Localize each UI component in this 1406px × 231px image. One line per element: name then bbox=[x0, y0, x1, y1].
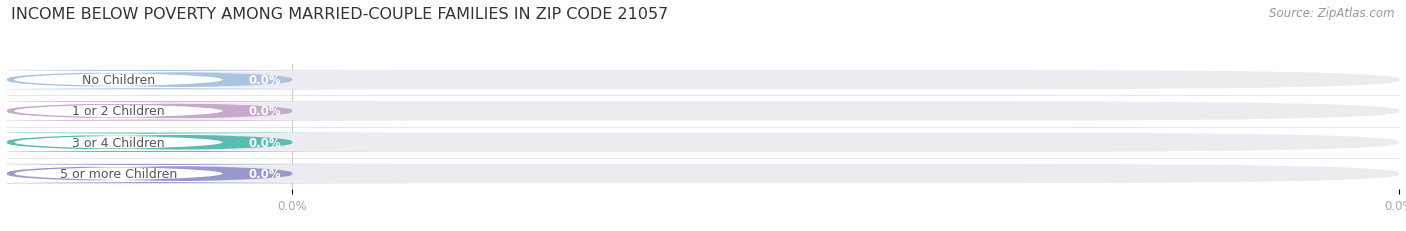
Text: 0.0%: 0.0% bbox=[249, 105, 281, 118]
FancyBboxPatch shape bbox=[0, 134, 394, 151]
Text: 0.0%: 0.0% bbox=[249, 136, 281, 149]
Text: No Children: No Children bbox=[82, 74, 155, 87]
FancyBboxPatch shape bbox=[7, 102, 1399, 121]
FancyBboxPatch shape bbox=[7, 133, 1399, 152]
Text: Source: ZipAtlas.com: Source: ZipAtlas.com bbox=[1270, 7, 1395, 20]
FancyBboxPatch shape bbox=[0, 102, 404, 121]
Text: 3 or 4 Children: 3 or 4 Children bbox=[72, 136, 165, 149]
FancyBboxPatch shape bbox=[7, 71, 1399, 90]
Text: 0.0%: 0.0% bbox=[249, 167, 281, 180]
FancyBboxPatch shape bbox=[0, 165, 394, 182]
FancyBboxPatch shape bbox=[7, 164, 1399, 183]
Text: 5 or more Children: 5 or more Children bbox=[60, 167, 177, 180]
Text: 0.0%: 0.0% bbox=[249, 74, 281, 87]
FancyBboxPatch shape bbox=[0, 72, 394, 89]
Text: INCOME BELOW POVERTY AMONG MARRIED-COUPLE FAMILIES IN ZIP CODE 21057: INCOME BELOW POVERTY AMONG MARRIED-COUPL… bbox=[11, 7, 668, 22]
FancyBboxPatch shape bbox=[0, 71, 404, 90]
FancyBboxPatch shape bbox=[0, 103, 394, 120]
FancyBboxPatch shape bbox=[0, 164, 404, 183]
FancyBboxPatch shape bbox=[0, 133, 404, 152]
Text: 1 or 2 Children: 1 or 2 Children bbox=[72, 105, 165, 118]
